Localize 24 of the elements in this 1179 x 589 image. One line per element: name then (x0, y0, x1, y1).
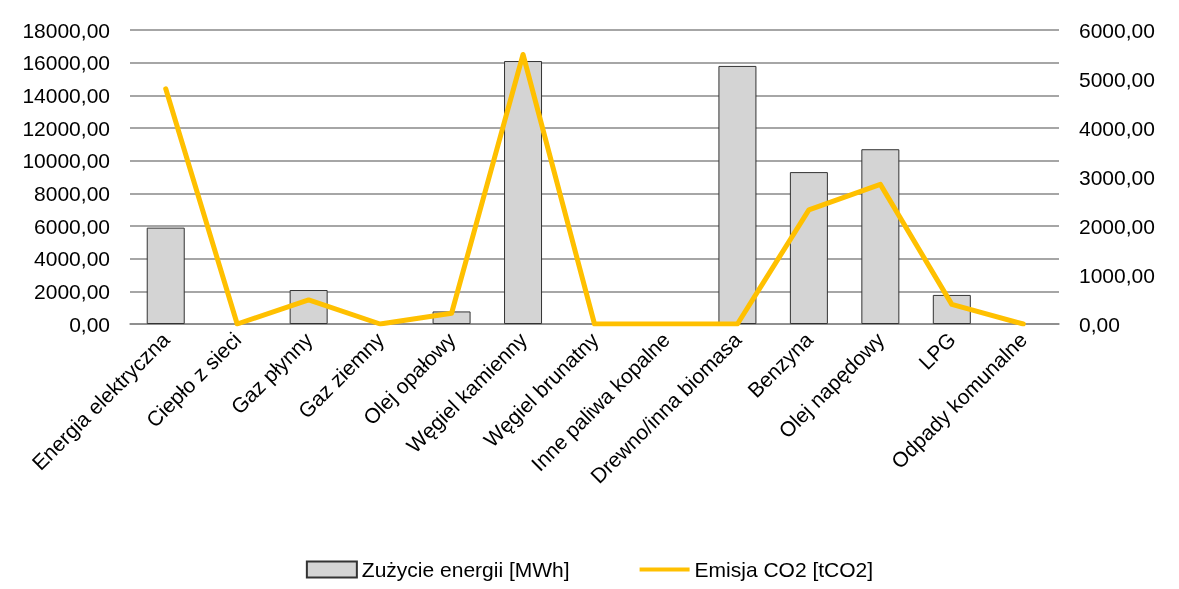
bar (146, 227, 185, 324)
y-tick-label: 2000,00 (34, 279, 110, 303)
y-tick-label: 10000,00 (22, 149, 110, 173)
y2-tick-label: 4000,00 (1079, 116, 1155, 140)
y-tick-label: 14000,00 (22, 83, 110, 107)
bar (861, 149, 900, 324)
y-tick-label: 6000,00 (34, 214, 110, 238)
y-tick-label: 16000,00 (22, 51, 110, 75)
y-tick-label: 0,00 (69, 312, 110, 336)
y-tick-label: 12000,00 (22, 116, 110, 140)
bar (718, 65, 757, 324)
y2-tick-label: 3000,00 (1079, 165, 1155, 189)
y2-tick-label: 6000,00 (1079, 18, 1155, 42)
legend-label: Zużycie energii [MWh] (361, 558, 570, 581)
legend-label: Emisja CO2 [tCO2] (694, 558, 874, 581)
y2-tick-label: 0,00 (1079, 312, 1120, 336)
y2-tick-label: 1000,00 (1079, 263, 1155, 287)
y2-tick-label: 2000,00 (1079, 214, 1155, 238)
y2-tick-label: 5000,00 (1079, 67, 1155, 91)
y-tick-label: 18000,00 (22, 18, 110, 42)
bar (504, 61, 543, 324)
bar (789, 172, 828, 324)
y-tick-label: 4000,00 (34, 247, 110, 271)
y-tick-label: 8000,00 (34, 181, 110, 205)
